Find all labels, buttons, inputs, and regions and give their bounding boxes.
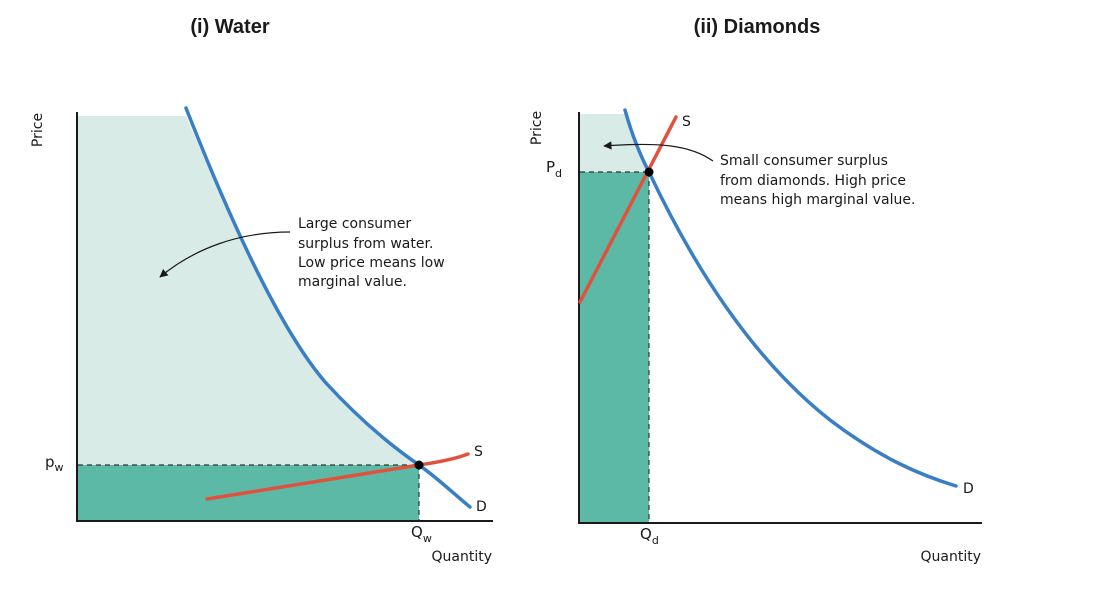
diamonds-annotation-arrow — [603, 141, 714, 162]
diamonds-demand-label: D — [963, 481, 974, 497]
diamonds-supply-curve — [578, 115, 678, 304]
panel-water-title: (i) Water — [190, 16, 269, 38]
water-demand-label: D — [476, 499, 487, 515]
diamonds-price-mark: Pd — [546, 158, 562, 180]
diamonds-consumer-surplus-area — [580, 114, 649, 172]
diamonds-quantity-mark: Qd — [640, 525, 659, 547]
panel-diamonds: (ii) Diamonds S D Price Quantity Pd Qd — [529, 16, 982, 565]
diamonds-equilibrium-point — [644, 167, 654, 177]
diamonds-annotation: Small consumer surplus from diamonds. Hi… — [720, 153, 915, 208]
water-equilibrium-point — [414, 460, 424, 470]
water-annotation-arrow — [159, 231, 291, 278]
diamonds-y-axis-label: Price — [529, 111, 545, 145]
diamonds-supply-label: S — [682, 114, 691, 130]
water-annotation: Large consumer surplus from water. Low p… — [298, 216, 449, 290]
diamonds-demand-curve — [623, 108, 958, 488]
diamonds-x-axis-label: Quantity — [921, 549, 982, 565]
water-axes — [76, 112, 493, 522]
panel-diamonds-title: (ii) Diamonds — [694, 16, 821, 38]
water-x-axis-label: Quantity — [432, 549, 493, 565]
water-consumer-surplus-area — [78, 116, 419, 465]
panel-water: (i) Water S D Price Quantity pw Qw — [30, 16, 493, 565]
water-price-mark: pw — [45, 453, 64, 474]
water-demand-curve — [184, 106, 472, 509]
water-supply-label: S — [474, 444, 483, 460]
water-quantity-mark: Qw — [411, 523, 432, 545]
diamonds-expenditure-area — [580, 172, 649, 522]
water-y-axis-label: Price — [30, 113, 46, 147]
diamonds-axes — [578, 112, 982, 524]
